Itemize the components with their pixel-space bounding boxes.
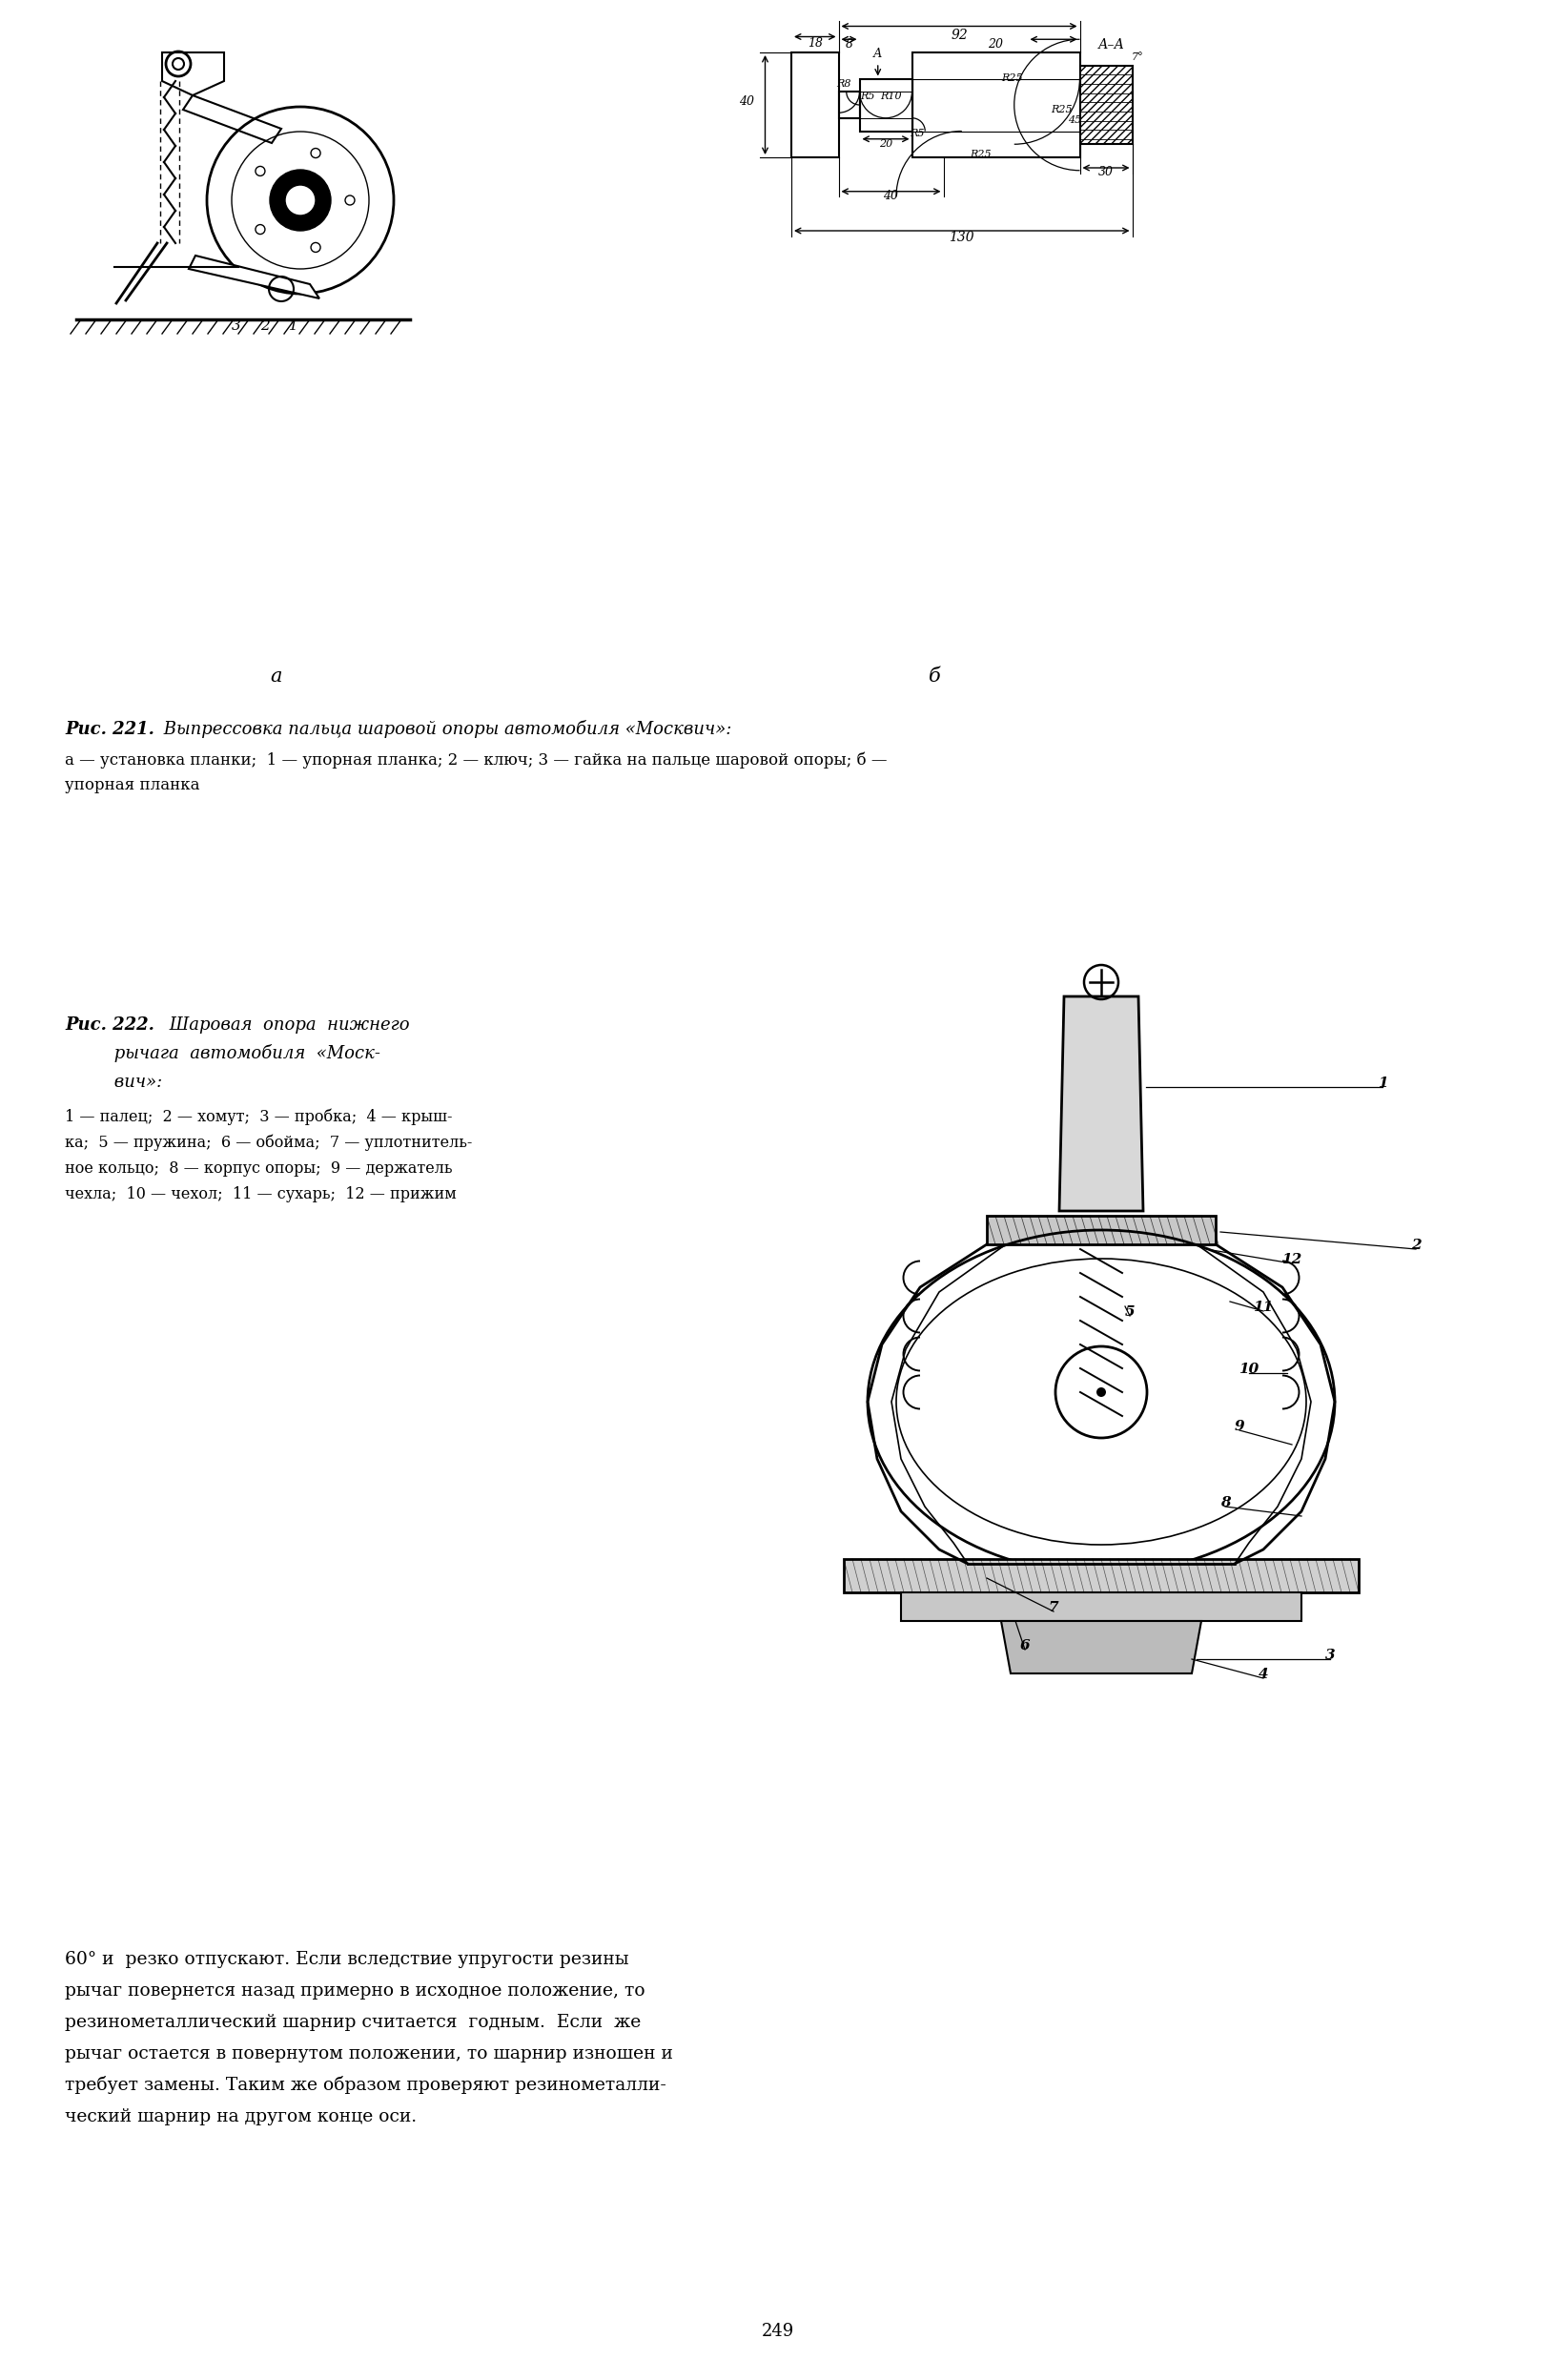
- Circle shape: [1055, 1347, 1147, 1438]
- Text: 2: 2: [1411, 1238, 1421, 1252]
- Text: R10: R10: [881, 93, 902, 102]
- Text: 92: 92: [951, 29, 968, 43]
- Text: 20: 20: [988, 38, 1004, 50]
- Polygon shape: [987, 1216, 1215, 1245]
- Text: 8: 8: [1220, 1497, 1231, 1509]
- Text: R25: R25: [969, 150, 991, 159]
- Text: Рис. 221.: Рис. 221.: [65, 721, 154, 738]
- Text: 10: 10: [1239, 1364, 1259, 1376]
- Text: 1: 1: [289, 319, 299, 333]
- Text: ное кольцо;  8 — корпус опоры;  9 — держатель: ное кольцо; 8 — корпус опоры; 9 — держат…: [65, 1161, 453, 1176]
- Text: 130: 130: [949, 231, 974, 245]
- Text: R5: R5: [910, 129, 924, 138]
- Text: 40: 40: [739, 95, 755, 107]
- Text: 9: 9: [1234, 1421, 1245, 1433]
- Text: ческий шарнир на другом конце оси.: ческий шарнир на другом конце оси.: [65, 2109, 417, 2125]
- Text: рычага  автомобиля  «Моск-: рычага автомобиля «Моск-: [65, 1045, 380, 1061]
- Text: 5: 5: [1125, 1304, 1134, 1319]
- Text: 6: 6: [1019, 1640, 1030, 1652]
- Text: 3: 3: [232, 319, 241, 333]
- Text: 3: 3: [1326, 1649, 1335, 1661]
- Circle shape: [1097, 1388, 1106, 1397]
- Text: 45: 45: [1067, 117, 1081, 126]
- Text: б: б: [929, 666, 940, 685]
- Text: А–А: А–А: [1099, 38, 1125, 52]
- Text: R5: R5: [860, 93, 874, 102]
- Text: 60° и  резко отпускают. Если вследствие упругости резины: 60° и резко отпускают. Если вследствие у…: [65, 1952, 629, 1968]
- Text: а — установка планки;  1 — упорная планка; 2 — ключ; 3 — гайка на пальце шаровой: а — установка планки; 1 — упорная планка…: [65, 752, 887, 769]
- Text: 7°: 7°: [1131, 52, 1144, 62]
- Polygon shape: [184, 95, 282, 143]
- Text: резинометаллический шарнир считается  годным.  Если  же: резинометаллический шарнир считается год…: [65, 2013, 641, 2030]
- Text: А: А: [873, 48, 882, 60]
- Text: ка;  5 — пружина;  6 — обойма;  7 — уплотнитель-: ка; 5 — пружина; 6 — обойма; 7 — уплотни…: [65, 1135, 473, 1152]
- Text: 20: 20: [879, 138, 893, 148]
- Polygon shape: [188, 255, 319, 298]
- Text: требует замены. Таким же образом проверяют резинометалли-: требует замены. Таким же образом проверя…: [65, 2075, 666, 2094]
- Text: Рис. 222.: Рис. 222.: [65, 1016, 154, 1033]
- Text: 12: 12: [1282, 1252, 1302, 1266]
- Text: рычаг остается в повернутом положении, то шарнир изношен и: рычаг остается в повернутом положении, т…: [65, 2044, 674, 2063]
- Circle shape: [269, 169, 331, 231]
- Text: R25: R25: [1001, 74, 1022, 83]
- Text: 2: 2: [260, 319, 269, 333]
- Text: 18: 18: [808, 38, 823, 50]
- Text: чехла;  10 — чехол;  11 — сухарь;  12 — прижим: чехла; 10 — чехол; 11 — сухарь; 12 — при…: [65, 1185, 456, 1202]
- Circle shape: [285, 186, 316, 217]
- Text: 249: 249: [762, 2323, 794, 2340]
- Text: 8: 8: [845, 38, 853, 50]
- Text: 1 — палец;  2 — хомут;  3 — пробка;  4 — крыш-: 1 — палец; 2 — хомут; 3 — пробка; 4 — кр…: [65, 1109, 453, 1126]
- Text: Выпрессовка пальца шаровой опоры автомобиля «Москвич»:: Выпрессовка пальца шаровой опоры автомоб…: [159, 719, 731, 738]
- Polygon shape: [1060, 997, 1144, 1211]
- Text: R25: R25: [1050, 105, 1072, 114]
- Text: Шаровая  опора  нижнего: Шаровая опора нижнего: [163, 1016, 409, 1033]
- Polygon shape: [1080, 67, 1133, 145]
- Text: R8: R8: [837, 79, 851, 88]
- Text: 4: 4: [1259, 1668, 1268, 1680]
- Polygon shape: [843, 1559, 1358, 1592]
- Polygon shape: [1001, 1621, 1201, 1673]
- Text: 40: 40: [884, 190, 899, 202]
- Text: 1: 1: [1377, 1076, 1388, 1090]
- Text: вич»:: вич»:: [65, 1073, 162, 1090]
- Text: а: а: [271, 666, 283, 685]
- Text: упорная планка: упорная планка: [65, 778, 199, 793]
- Text: 7: 7: [1049, 1602, 1058, 1614]
- Text: 11: 11: [1253, 1299, 1273, 1314]
- Text: рычаг повернется назад примерно в исходное положение, то: рычаг повернется назад примерно в исходн…: [65, 1983, 646, 1999]
- Polygon shape: [162, 52, 224, 95]
- Polygon shape: [901, 1592, 1301, 1621]
- Text: 30: 30: [1099, 167, 1114, 178]
